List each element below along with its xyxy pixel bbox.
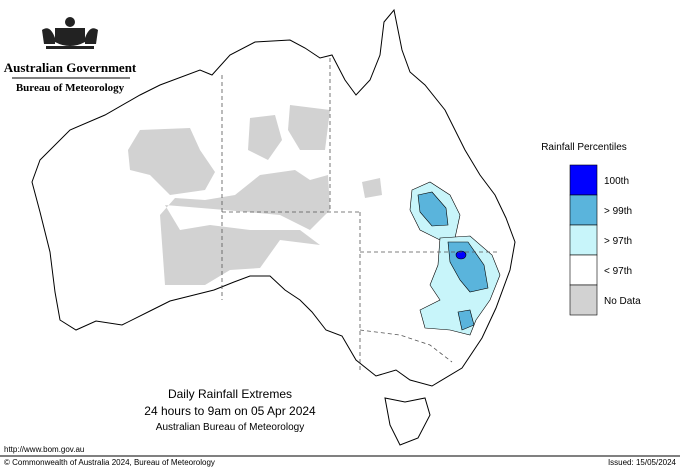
caption-period: 24 hours to 9am on 05 Apr 2024 (144, 404, 316, 418)
tasmania (384, 397, 431, 446)
legend-swatch (569, 224, 598, 256)
footer-url: http://www.bom.gov.au (4, 445, 84, 454)
caption-source: Australian Bureau of Meteorology (156, 422, 304, 433)
crest (42, 17, 98, 49)
legend-label: > 99th (604, 206, 632, 217)
government-name: Australian Government (4, 60, 137, 75)
legend: 100th > 99th > 97th < 97th No Data (569, 164, 641, 316)
no-data-areas (128, 105, 382, 285)
legend-swatch (569, 254, 598, 286)
legend-swatch (569, 284, 598, 316)
legend-label: 100th (604, 176, 629, 187)
footer-issued: Issued: 15/05/2024 (608, 458, 677, 467)
legend-label: > 97th (604, 236, 632, 247)
rainfall-extremes (409, 181, 501, 336)
legend-swatch (569, 194, 598, 226)
footer-copyright: © Commonwealth of Australia 2024, Bureau… (4, 458, 215, 467)
caption-title: Daily Rainfall Extremes (168, 387, 292, 401)
legend-label: No Data (604, 296, 641, 307)
agency-name: Bureau of Meteorology (16, 82, 125, 94)
state-borders (221, 58, 498, 372)
legend-label: < 97th (604, 266, 632, 277)
legend-swatch (569, 164, 598, 196)
legend-title: Rainfall Percentiles (541, 142, 627, 153)
